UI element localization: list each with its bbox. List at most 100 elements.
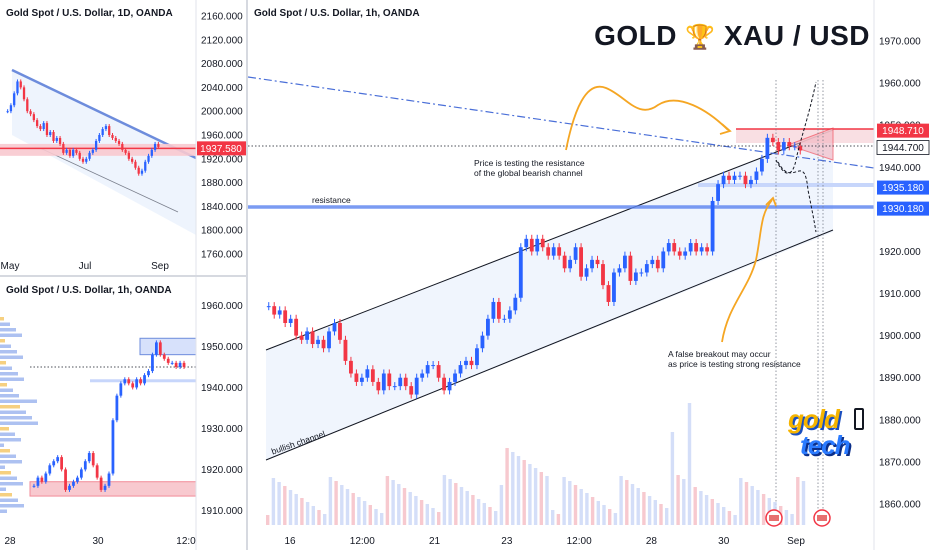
volume-bar [305,502,310,525]
candle-body [776,142,781,151]
volume-bar [368,505,372,525]
volume-bar [340,485,344,525]
y-tick-label: 1960.000 [201,131,243,142]
y-tick-label: 2080.000 [201,59,243,70]
candle-body [178,362,182,367]
y-tick-label: 1910.000 [879,289,921,300]
false-breakout-note: A false breakout may occur as price is t… [668,349,801,369]
candle-body [36,477,40,486]
volume-profile-bar [0,339,5,343]
candle-body [114,137,117,141]
candle-body [365,369,370,378]
candle-body [48,465,52,474]
candle-body [738,175,742,177]
candle-body [562,255,567,269]
candle-body [496,301,501,319]
candle-body [94,140,98,150]
orange-arrowhead-bottom [765,196,777,207]
candle-body [65,149,68,153]
candle-body [22,87,26,100]
candle-body [453,373,457,382]
daily-resistance-zone [0,143,196,156]
daily-chart-panel[interactable]: 2160.000 2120.000 2080.000 2040.000 2000.000… [0,0,246,275]
candle-body [759,158,764,172]
candle-body [622,255,627,269]
volume-bar [351,493,355,525]
candle-body [650,259,655,265]
candle-body [131,383,135,388]
resistance-label: resistance [312,195,351,205]
volume-bar [556,514,561,525]
volume-bar [573,485,578,525]
candle-body [182,362,186,367]
main-chart-svg: 1970.0001960.0001950.0001940.0001930.000… [248,0,932,550]
channel-upper-line [265,129,834,351]
candle-body [139,379,142,384]
volume-bar [630,484,635,525]
x-tick-label: Jul [79,261,92,272]
daily-price-label-text: 1937.580 [200,144,242,155]
y-tick-label: 1840.000 [201,202,243,213]
x-tick-label: 28 [646,536,658,547]
candle-body [370,369,375,382]
candle-body [19,81,22,88]
candle-body [349,360,353,374]
volume-profile-bar [0,366,12,370]
candle-body [166,358,170,363]
volume-bar [482,503,486,525]
candle-body [111,135,114,138]
candle-body [661,251,666,269]
candle-body [464,360,468,366]
candle-body [52,132,55,141]
main-chart-panel[interactable]: 1970.0001960.0001950.0001940.0001930.000… [248,0,932,550]
candle-body [9,105,13,112]
candle-body [442,377,447,391]
candle-body [727,175,731,180]
candle-body [83,461,87,470]
candle-body [792,146,797,148]
candle-body [705,247,710,252]
x-tick-label: 16 [284,536,296,547]
price-label-box [876,140,930,155]
x-tick-label: 23 [501,536,513,547]
candle-body [387,373,392,387]
y-tick-label: 1900.000 [879,331,921,342]
volume-bar [796,477,800,525]
breakout-wedge [786,127,834,161]
daily-price-label-box [197,141,246,156]
candle-body [381,373,386,391]
volume-bar [710,499,714,525]
candle-body [56,457,60,462]
volume-bar [266,515,270,525]
y-tick-label: 1860.000 [879,499,921,510]
volume-bar [334,481,338,525]
volume-profile-bar [0,410,26,414]
candle-body [39,126,42,130]
volume-bar [391,480,395,525]
candle-body [436,365,441,378]
candle-body [447,381,452,391]
volume-bar [414,496,418,525]
volume-bar [596,501,600,525]
support-band-upper [698,183,874,187]
candle-body [557,247,562,256]
candle-body [409,386,414,395]
y-tick-label: 1890.000 [879,373,921,384]
volume-bar [408,492,412,525]
y-tick-label: 1880.000 [879,415,921,426]
candle-body [781,142,786,151]
volume-profile-bar [0,333,22,337]
bullish-channel-fill [266,130,833,460]
volume-bar [585,493,589,525]
hourly-small-chart-title: Gold Spot / U.S. Dollar, 1h, OANDA [6,285,172,296]
volume-bar [317,510,321,525]
candle-body [272,306,277,315]
x-tick-label: 12:00 [567,536,592,547]
candle-body [579,247,583,277]
hourly-small-chart-panel[interactable]: 1960.000 1950.000 1940.000 1930.000 1920.000… [0,277,246,550]
logo-gold-text: gold [788,404,840,434]
candle-body [535,238,540,252]
brand-gold: GOLD [594,20,677,51]
candle-body [162,354,166,359]
y-tick-label: 1920.000 [201,154,243,165]
